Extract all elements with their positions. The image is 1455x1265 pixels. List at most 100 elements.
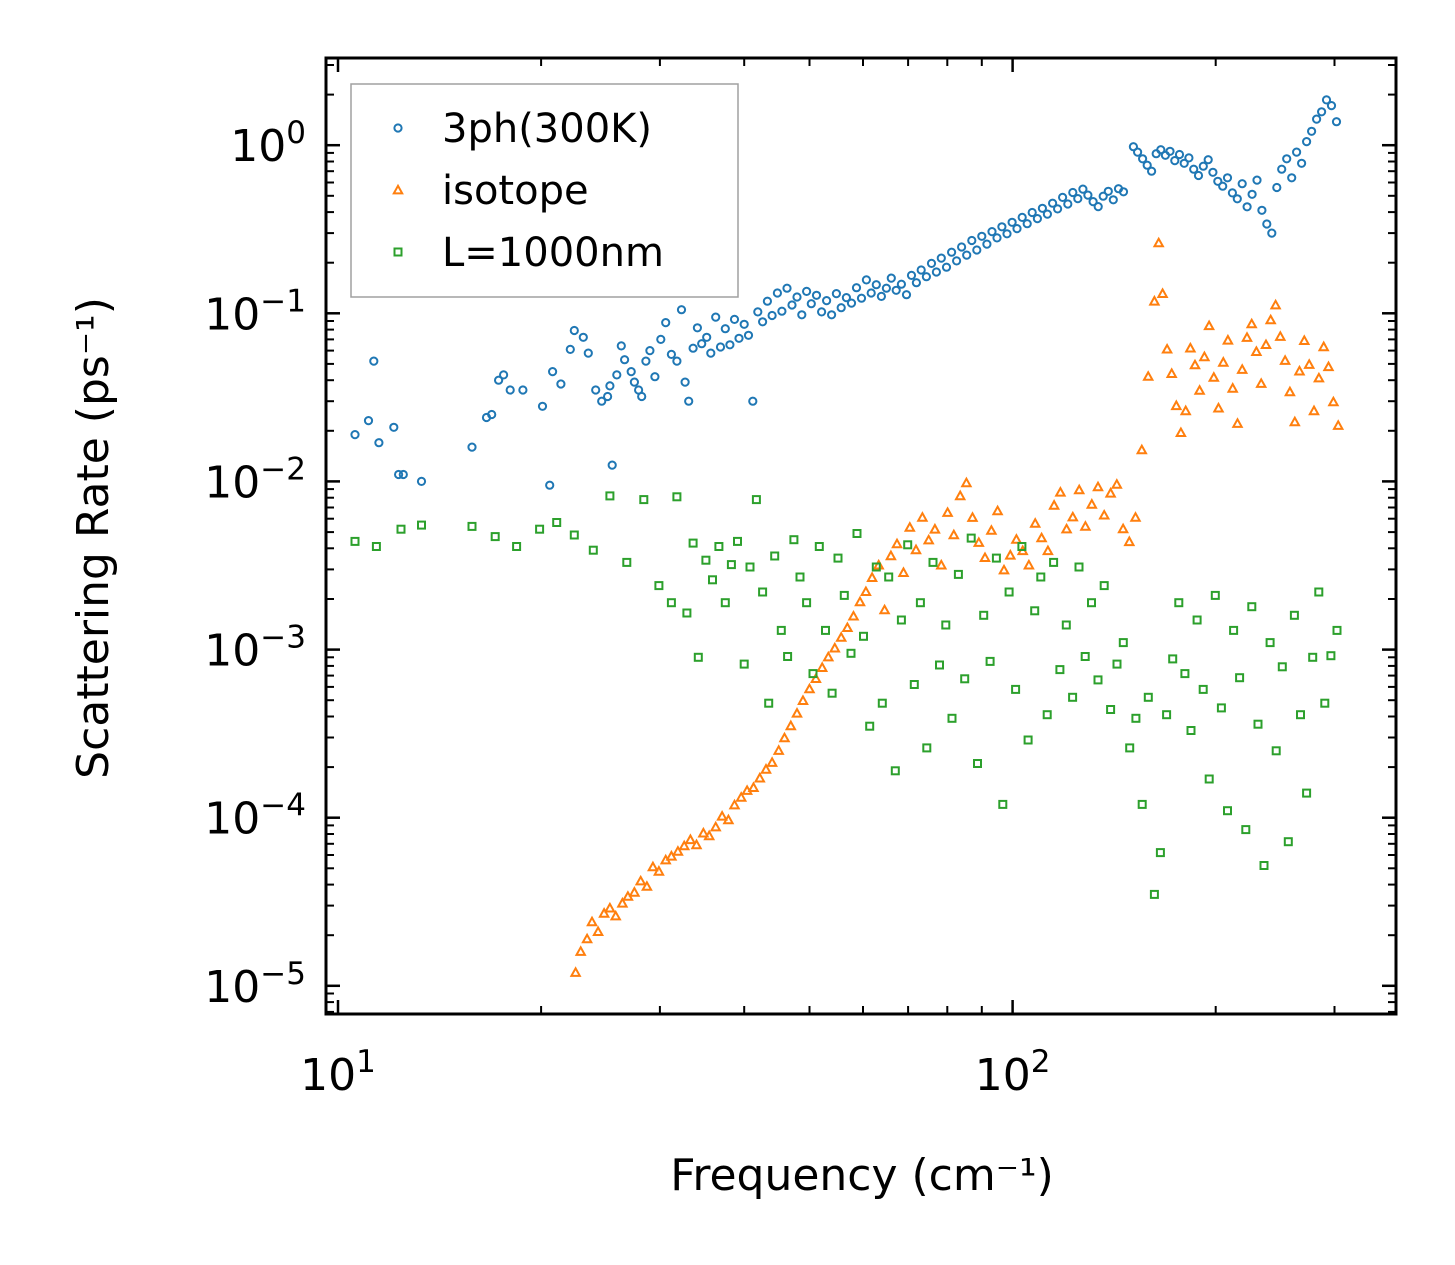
- data-point: [1011, 684, 1021, 694]
- data-point: [1007, 217, 1017, 227]
- y-tick-label: 100: [230, 115, 306, 172]
- data-point: [1267, 228, 1277, 238]
- data-point: [1027, 207, 1037, 218]
- data-point: [1155, 848, 1165, 858]
- data-point: [997, 222, 1007, 232]
- data-point: [808, 669, 818, 679]
- data-point: [1129, 511, 1142, 522]
- data-point: [1073, 483, 1086, 495]
- data-point: [639, 495, 649, 505]
- data-point: [1241, 331, 1253, 342]
- data-point: [1165, 146, 1175, 156]
- x-tick-label: 101: [300, 1044, 376, 1101]
- data-point: [1049, 557, 1059, 567]
- data-point: [556, 379, 566, 389]
- data-point: [690, 838, 703, 850]
- data-point: [612, 370, 622, 380]
- data-point: [915, 598, 925, 608]
- data-point: [776, 625, 786, 635]
- data-point: [1317, 107, 1327, 117]
- data-point: [1030, 606, 1040, 616]
- data-point: [490, 532, 500, 542]
- data-point: [616, 341, 626, 351]
- data-point: [591, 385, 601, 395]
- data-point: [881, 283, 892, 293]
- data-point: [706, 348, 716, 358]
- data-point: [767, 310, 777, 321]
- data-point: [569, 325, 579, 336]
- data-point: [569, 530, 579, 540]
- data-point: [792, 292, 802, 302]
- data-point: [1093, 675, 1103, 685]
- data-point: [797, 694, 809, 705]
- data-point: [979, 610, 989, 620]
- data-point: [1004, 587, 1014, 597]
- data-point: [998, 799, 1008, 809]
- data-point: [363, 416, 374, 426]
- data-point: [518, 385, 528, 395]
- data-point: [1223, 806, 1232, 816]
- data-point: [1074, 562, 1084, 572]
- data-point: [1063, 199, 1073, 209]
- data-point: [953, 569, 963, 579]
- data-point: [1283, 385, 1296, 397]
- data-point: [1297, 158, 1307, 168]
- data-point: [1308, 652, 1318, 662]
- data-point: [1252, 175, 1262, 185]
- data-point: [1274, 330, 1287, 341]
- data-point: [1203, 319, 1216, 331]
- legend-label: 3ph(300K): [442, 106, 652, 152]
- data-point: [885, 549, 897, 561]
- data-point: [640, 880, 653, 891]
- y-tick-label: 10−1: [204, 283, 306, 340]
- data-point: [802, 286, 812, 296]
- data-point: [1061, 620, 1071, 630]
- data-point: [846, 298, 857, 308]
- data-point: [1320, 698, 1330, 708]
- data-point: [1327, 395, 1340, 407]
- data-point: [1147, 166, 1157, 176]
- data-point: [866, 571, 878, 582]
- data-point: [1029, 517, 1042, 528]
- data-point: [957, 242, 967, 252]
- data-point: [962, 250, 972, 260]
- data-point: [628, 886, 641, 897]
- data-point: [1012, 224, 1022, 234]
- data-point: [1170, 156, 1180, 166]
- data-point: [716, 810, 729, 821]
- data-point: [972, 245, 982, 255]
- data-point: [394, 469, 404, 480]
- data-point: [537, 401, 548, 411]
- data-point: [884, 572, 894, 582]
- data-point: [1042, 209, 1053, 219]
- data-point: [535, 524, 545, 534]
- data-point: [552, 518, 562, 527]
- data-point: [1118, 187, 1129, 197]
- data-point: [1098, 191, 1108, 201]
- data-point: [806, 299, 816, 309]
- data-point: [847, 609, 860, 621]
- data-point: [578, 332, 588, 342]
- data-point: [916, 265, 926, 275]
- data-point: [703, 829, 716, 841]
- data-point: [828, 641, 841, 653]
- data-point: [1257, 205, 1267, 215]
- data-point: [878, 603, 891, 615]
- data-point: [505, 385, 515, 395]
- data-point: [891, 537, 903, 549]
- data-point: [1048, 198, 1058, 208]
- data-point: [1165, 367, 1178, 378]
- data-point: [487, 409, 497, 420]
- data-point: [1312, 371, 1325, 383]
- data-point: [586, 915, 598, 927]
- data-point: [1259, 861, 1269, 870]
- data-point: [1138, 154, 1148, 164]
- data-point: [871, 280, 881, 290]
- data-point: [692, 323, 703, 333]
- data-point: [1184, 341, 1197, 353]
- data-point: [841, 293, 852, 303]
- data-point: [1236, 363, 1249, 374]
- data-point: [876, 291, 887, 301]
- data-point: [711, 312, 721, 322]
- x-tick-label: 102: [975, 1044, 1051, 1101]
